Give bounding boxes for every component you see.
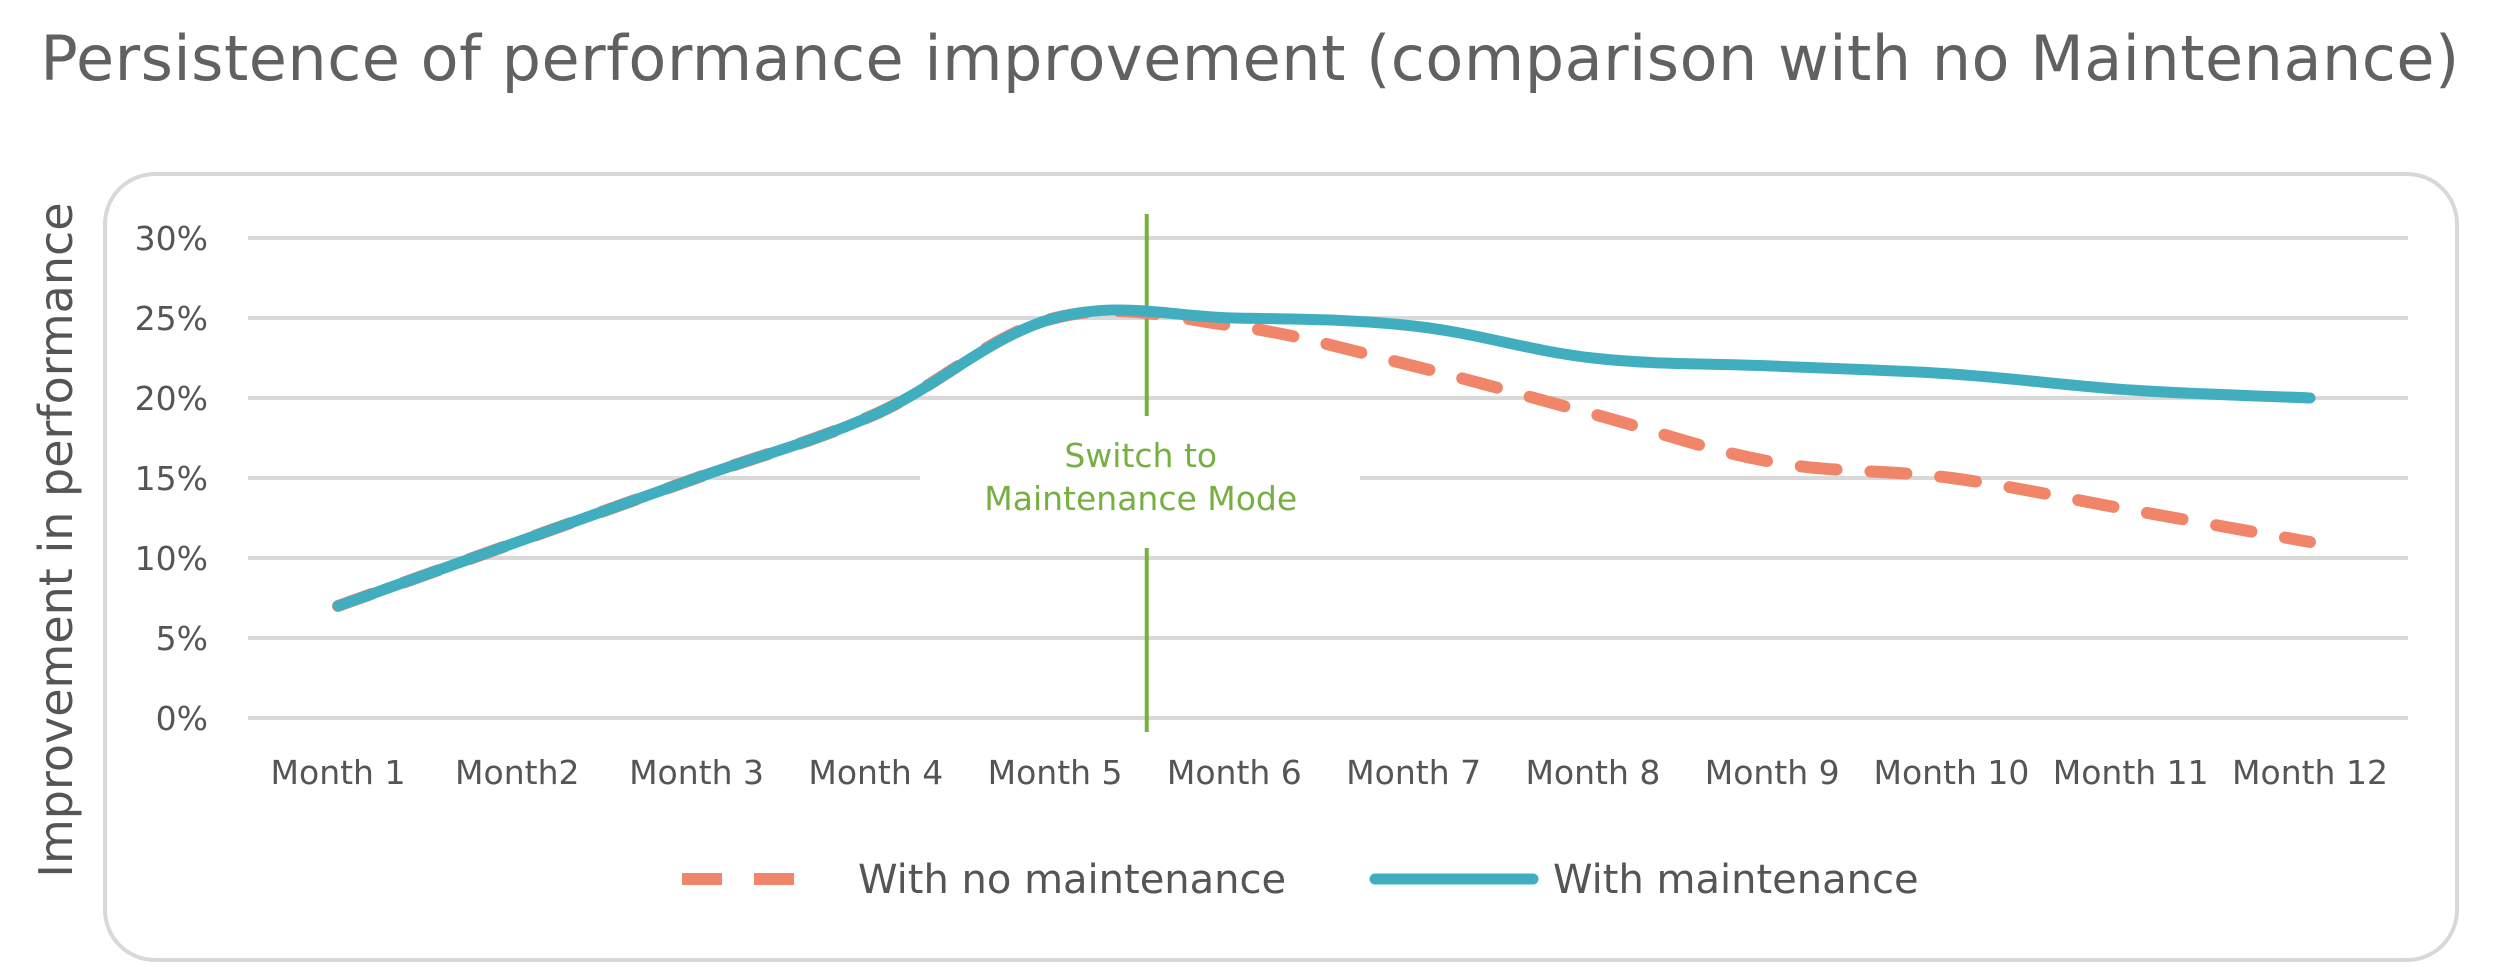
chart-frame — [103, 172, 2459, 962]
x-tick-label: Month 12 — [2232, 753, 2388, 792]
y-tick-label: 5% — [156, 619, 208, 658]
x-tick-label: Month 1 — [271, 753, 406, 792]
x-tick-label: Month 7 — [1346, 753, 1481, 792]
annotation: Switch to Maintenance Mode — [920, 214, 1360, 732]
legend: With no maintenance With maintenance — [682, 857, 1919, 903]
x-tick-label: Month 4 — [808, 753, 943, 792]
y-tick-label: 30% — [135, 219, 208, 258]
x-tick-label: Month 9 — [1705, 753, 1840, 792]
y-axis-ticks: 0% 5% 10% 15% 20% 25% 30% — [135, 219, 208, 738]
x-tick-label: Month 11 — [2053, 753, 2209, 792]
annotation-backdrop — [920, 425, 1360, 540]
series-line-with-maintenance — [332, 304, 2316, 612]
y-tick-label: 25% — [135, 299, 208, 338]
y-tick-label: 0% — [156, 699, 208, 738]
annotation-label-line-1: Switch to — [1064, 436, 1217, 475]
x-tick-label: Month2 — [455, 753, 579, 792]
x-tick-label: Month 10 — [1873, 753, 2029, 792]
legend-label-with-no-maintenance: With no maintenance — [858, 857, 1286, 903]
chart-title: Persistence of performance improvement (… — [40, 22, 2460, 95]
x-axis-ticks: Month 1 Month2 Month 3 Month 4 Month 5 Month … — [271, 753, 2388, 792]
annotation-label-line-2: Maintenance Mode — [984, 479, 1297, 518]
y-tick-label: 20% — [135, 379, 208, 418]
x-tick-label: Month 6 — [1167, 753, 1302, 792]
legend-label-with-maintenance: With maintenance — [1553, 857, 1919, 903]
y-tick-label: 10% — [135, 539, 208, 578]
y-axis-label: Improvement in performance — [29, 202, 83, 877]
y-tick-label: 15% — [135, 459, 208, 498]
x-tick-label: Month 3 — [629, 753, 764, 792]
x-tick-label: Month 5 — [988, 753, 1123, 792]
x-tick-label: Month 8 — [1525, 753, 1660, 792]
series — [332, 304, 2316, 612]
